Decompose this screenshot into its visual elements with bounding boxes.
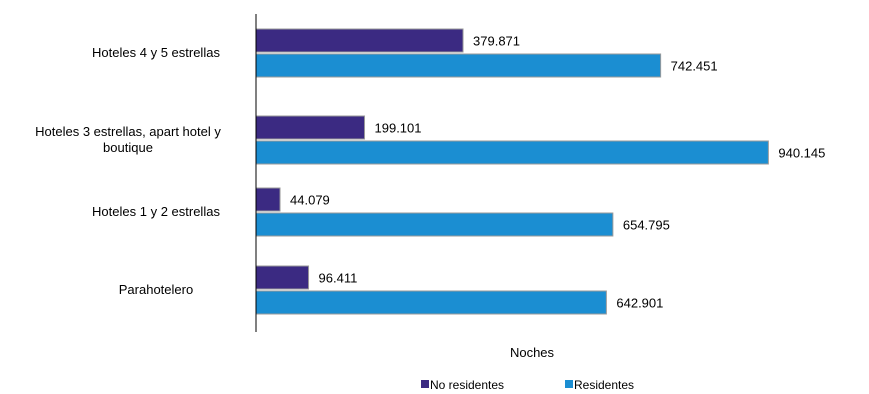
value-label: 940.145 (778, 146, 825, 161)
bar-residentes (255, 140, 769, 165)
value-labels: 379.871 742.451 199.101 940.145 44.079 654.79… (290, 34, 825, 311)
x-axis-title: Noches (510, 345, 555, 360)
value-label: 642.901 (616, 296, 663, 311)
category-label: Hoteles 3 estrellas, apart hotel y (35, 124, 221, 139)
bar-residentes (255, 53, 662, 78)
category-label: Hoteles 4 y 5 estrellas (92, 45, 220, 60)
bar-no-residentes (255, 265, 310, 290)
category-label: Parahotelero (119, 282, 193, 297)
value-label: 199.101 (375, 121, 422, 136)
category-labels: Hoteles 4 y 5 estrellas Hoteles 3 estrell… (35, 45, 221, 297)
legend-swatch (565, 380, 573, 388)
legend: No residentes Residentes (421, 378, 634, 392)
value-label: 44.079 (290, 193, 330, 208)
value-label: 96.411 (319, 271, 358, 286)
value-label: 654.795 (623, 218, 670, 233)
bar-no-residentes (255, 115, 366, 140)
value-label: 379.871 (473, 34, 520, 49)
category-label: boutique (103, 140, 153, 155)
bar-residentes (255, 212, 614, 237)
bar-no-residentes (255, 187, 281, 212)
category-label: Hoteles 1 y 2 estrellas (92, 204, 220, 219)
value-label: 742.451 (671, 59, 718, 74)
bar-residentes (255, 290, 607, 315)
legend-label: No residentes (430, 378, 504, 392)
legend-label: Residentes (574, 378, 634, 392)
legend-swatch (421, 380, 429, 388)
bar-no-residentes (255, 28, 464, 53)
